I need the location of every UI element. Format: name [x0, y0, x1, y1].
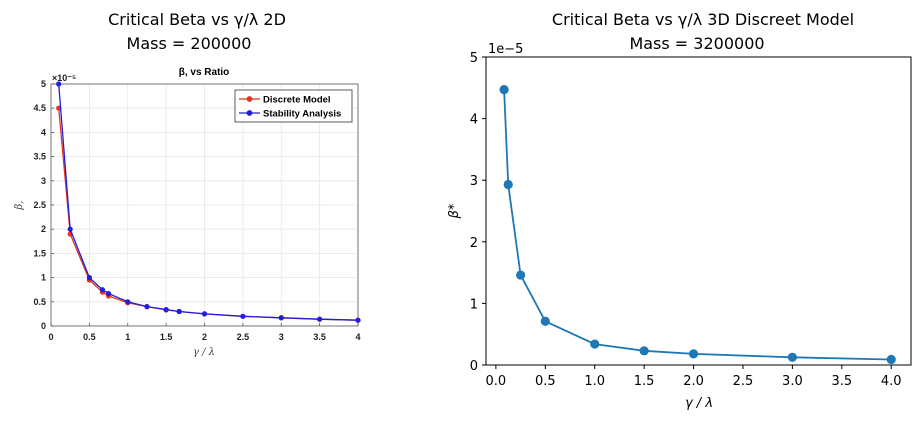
right-x-tick-label: 1.0: [584, 374, 605, 389]
right-data-point: [639, 346, 649, 356]
left-data-point: [67, 226, 73, 232]
left-series-line-stability: [58, 83, 359, 321]
left-y-tick-label: 1: [41, 273, 46, 283]
right-x-tick-label: 3.5: [831, 374, 852, 389]
left-chart-title: Critical Beta vs γ/λ 2D: [108, 10, 286, 29]
left-data-point: [176, 308, 182, 315]
left-x-tick-label: 0: [48, 332, 53, 342]
right-y-tick-label: 5: [470, 51, 478, 66]
left-x-tick-label: 1: [125, 332, 130, 342]
left-inner-title: β, vs Ratio: [179, 67, 230, 78]
right-x-axis-label: γ / λ: [685, 396, 713, 411]
right-plot: 1e−5 0.0 0.5 1.0 1.5 2.0 2.5 3.0 3.5 4.0 012345 …: [447, 42, 912, 411]
left-x-tick-label: 2: [202, 332, 207, 342]
left-data-point: [201, 311, 208, 317]
left-exponent-label: ×10⁻⁵: [52, 73, 76, 83]
right-x-tick-label: 1.5: [634, 374, 655, 389]
left-x-tick-label: 3.5: [313, 332, 326, 342]
right-data-point: [515, 270, 526, 280]
right-x-tick-label: 0.5: [535, 374, 556, 389]
right-data-point: [499, 85, 509, 95]
right-series: [499, 85, 896, 365]
right-y-tick-label: 4: [470, 113, 478, 128]
right-x-tick-label: 2.5: [733, 374, 754, 389]
left-y-tick-label: 0: [41, 321, 46, 331]
left-data-point: [278, 315, 284, 321]
right-data-point: [787, 352, 797, 362]
legend-marker-discrete: [246, 96, 253, 102]
left-series: [56, 81, 361, 323]
right-y-axis-label: β*: [447, 203, 462, 219]
left-x-tick-label: 0.5: [83, 332, 96, 342]
left-data-point: [144, 304, 150, 310]
right-data-point: [688, 349, 699, 359]
right-y-tick-label: 0: [470, 359, 478, 374]
right-data-point: [590, 339, 600, 349]
left-y-tick-label: 4: [41, 127, 46, 137]
right-data-point: [503, 179, 513, 190]
right-data-point: [540, 316, 550, 326]
left-data-point: [56, 81, 62, 87]
left-data-point: [99, 287, 106, 293]
left-x-ticks: 0 0.5 1 1.5 2 2.5 3 3.5 4: [48, 323, 361, 342]
left-x-tick-label: 3: [279, 332, 284, 342]
right-y-tick-label: 1: [470, 297, 478, 312]
left-plot: β, vs Ratio ×10⁻⁵ 0 0.5 1 1.5 2 2.5 3 3.5 4 0 0.5…: [14, 67, 361, 358]
left-legend: Discrete Model Stability Analysis: [234, 89, 353, 123]
legend-label-discrete: Discrete Model: [263, 95, 331, 106]
left-y-tick-label: 0.5: [33, 297, 46, 307]
right-chart-title: Critical Beta vs γ/λ 3D Discreet Model: [552, 10, 854, 29]
right-axes-frame: [485, 56, 912, 366]
left-data-point: [105, 290, 112, 297]
left-x-tick-label: 2.5: [237, 332, 250, 342]
right-y-ticks: 0 1 2 3 4 5: [470, 51, 486, 374]
left-x-tick-label: 1.5: [160, 332, 173, 342]
left-y-tick-label: 3.5: [33, 152, 46, 162]
left-data-point: [240, 313, 246, 319]
left-y-ticks: 0 0.5 1 1.5 2 2.5 3 3.5 4 4.5 5: [33, 79, 54, 331]
left-y-tick-label: 2.5: [33, 200, 46, 210]
right-x-tick-label: 4.0: [881, 374, 902, 389]
left-y-tick-label: 3: [41, 176, 46, 186]
left-chart-subtitle: Mass = 200000: [127, 34, 252, 53]
right-data-point: [886, 354, 896, 365]
left-data-point: [86, 275, 92, 281]
right-exponent-label: 1e−5: [488, 42, 523, 57]
right-x-ticks: 0.0 0.5 1.0 1.5 2.0 2.5 3.0 3.5 4.0: [486, 365, 902, 389]
right-x-tick-label: 3.0: [782, 374, 803, 389]
legend-box: [234, 89, 353, 123]
right-y-tick-label: 2: [470, 236, 478, 251]
legend-marker-stability: [246, 110, 253, 116]
left-y-tick-label: 1.5: [33, 248, 46, 258]
left-data-point: [355, 317, 361, 323]
right-chart-subtitle: Mass = 3200000: [629, 34, 764, 53]
left-data-point: [163, 306, 169, 313]
right-x-tick-label: 0.0: [486, 374, 507, 389]
right-y-tick-label: 3: [470, 174, 478, 189]
legend-label-stability: Stability Analysis: [263, 109, 341, 120]
left-data-point: [125, 299, 131, 305]
left-x-axis-label: γ / λ: [193, 347, 215, 358]
left-y-tick-label: 4.5: [33, 103, 46, 113]
right-x-tick-label: 2.0: [683, 374, 704, 389]
left-y-tick-label: 2: [41, 224, 46, 234]
left-x-tick-label: 4: [355, 332, 360, 342]
left-data-point: [317, 316, 323, 322]
left-y-axis-label: β,: [14, 201, 25, 211]
left-y-tick-label: 5: [41, 79, 46, 89]
